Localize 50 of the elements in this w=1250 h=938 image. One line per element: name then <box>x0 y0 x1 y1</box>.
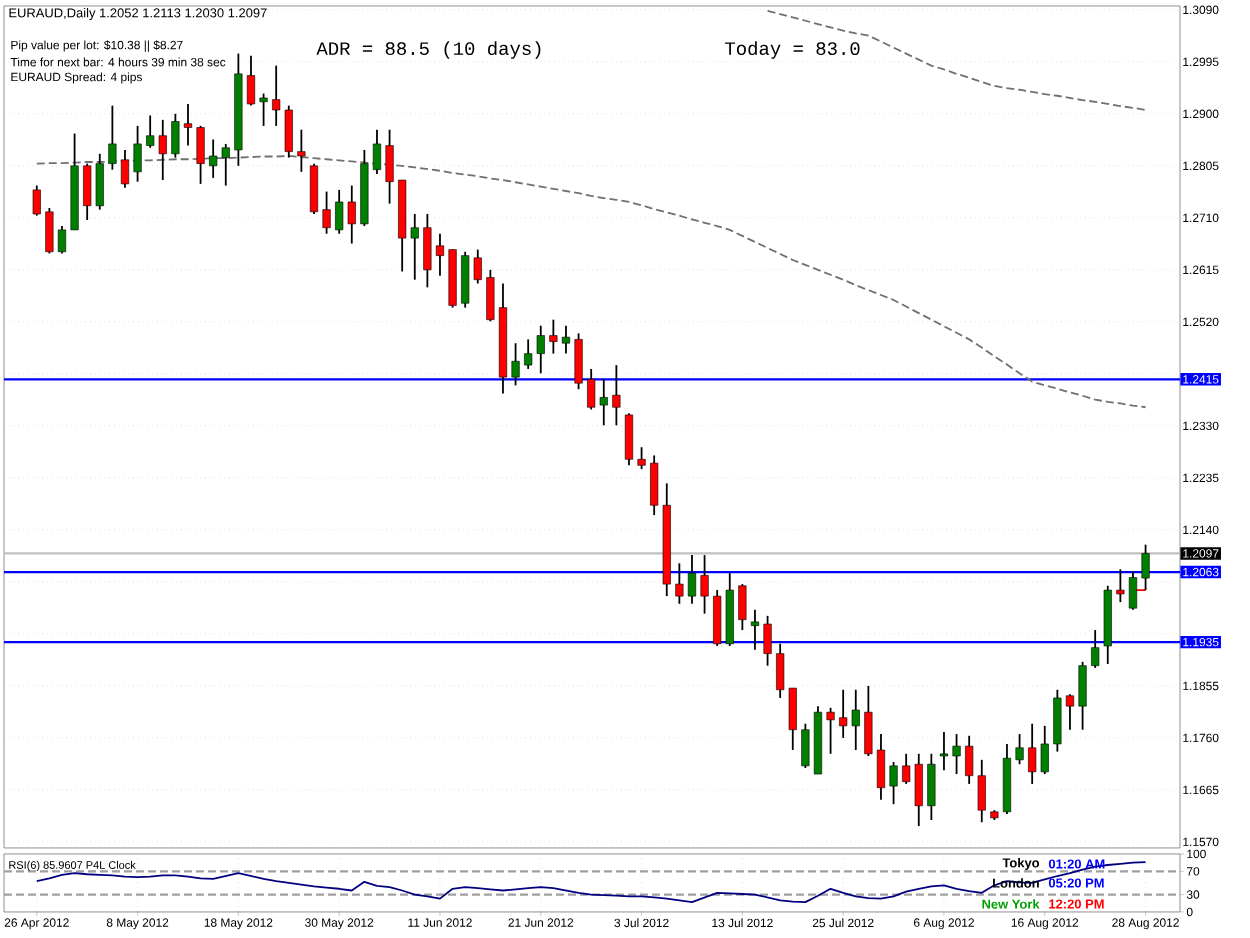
candlestick <box>45 207 54 255</box>
candlestick <box>486 268 495 323</box>
candlestick <box>108 104 117 171</box>
candlestick <box>952 733 961 775</box>
annotation: ADR = 88.5 (10 days) <box>316 41 541 59</box>
candlestick <box>435 232 445 277</box>
candlestick <box>637 446 646 471</box>
candlestick <box>1053 688 1062 753</box>
candlestick <box>1128 570 1138 611</box>
candlestick <box>687 554 697 605</box>
candlestick <box>801 722 810 769</box>
candlestick <box>561 324 571 355</box>
candlestick <box>1015 733 1024 766</box>
candlestick <box>309 162 319 215</box>
candlestick <box>700 554 709 615</box>
candlestick <box>864 685 873 757</box>
candlestick <box>624 412 634 467</box>
candlestick <box>876 733 886 801</box>
candlestick <box>322 190 331 235</box>
candlestick <box>511 342 520 387</box>
candlestick <box>1078 660 1087 731</box>
candlestick <box>889 761 898 806</box>
candlestick <box>612 364 621 427</box>
candlestick <box>120 149 130 189</box>
candlestick <box>32 184 41 217</box>
candlestick <box>1116 568 1125 604</box>
candlestick <box>1065 693 1075 731</box>
candlestick <box>183 103 193 147</box>
candlestick <box>133 124 142 183</box>
candlestick <box>196 124 205 185</box>
candlestick <box>246 54 256 107</box>
candlestick <box>57 225 67 255</box>
candlestick <box>549 318 558 355</box>
candlestick <box>939 731 949 772</box>
candlestick <box>675 562 684 605</box>
candlestick <box>826 706 835 755</box>
candlestick <box>259 92 268 127</box>
annotation: Today = 83.0 <box>725 41 860 59</box>
candlestick <box>750 608 760 651</box>
candlestick <box>574 332 583 391</box>
candlestick <box>1091 629 1100 669</box>
candlestick <box>385 128 394 205</box>
candlestick <box>927 752 936 821</box>
candlestick <box>372 128 382 175</box>
candlestick <box>1141 543 1150 592</box>
candlestick <box>763 614 772 667</box>
candlestick <box>171 112 180 159</box>
candlestick <box>297 128 306 173</box>
candlestick <box>738 583 747 631</box>
candlestick <box>423 213 432 289</box>
